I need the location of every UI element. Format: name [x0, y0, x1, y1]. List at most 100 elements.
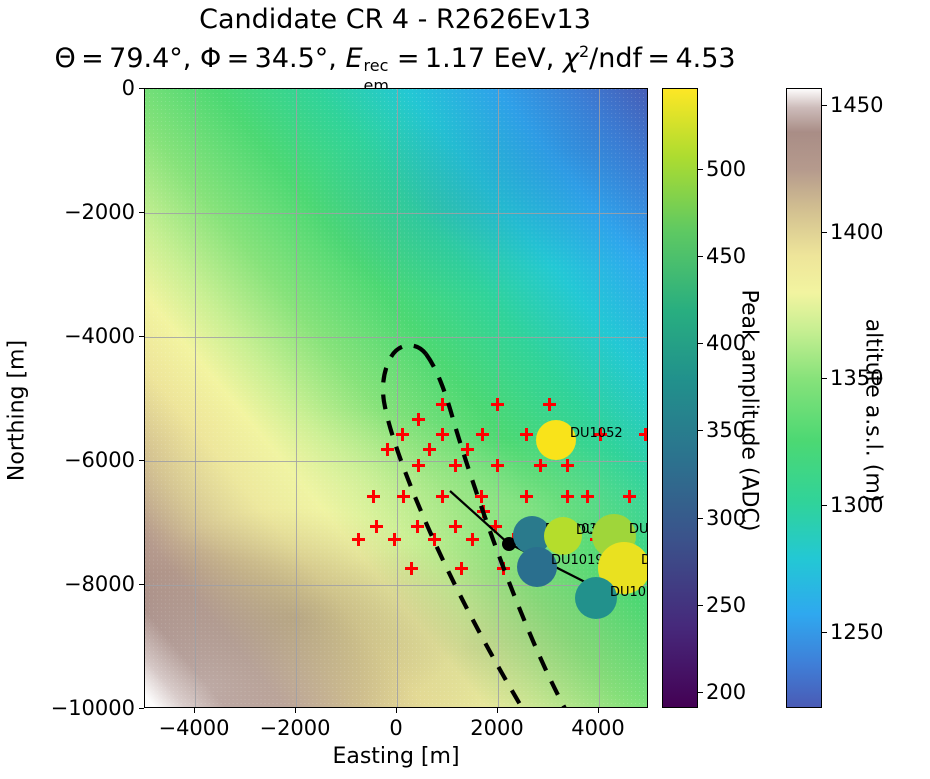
- cbtick-alt-1400: [822, 232, 827, 234]
- eq-4: =: [647, 43, 671, 74]
- cbtick-alt-1250: [822, 632, 827, 634]
- station-marker-du1074[interactable]: [544, 517, 582, 555]
- station-marker-du1011[interactable]: [575, 577, 617, 619]
- cherenkov-ellipse-dashed-2: [424, 352, 567, 707]
- yticklabel--2000: −2000: [63, 200, 135, 224]
- yticklabel-0: 0: [121, 76, 135, 100]
- ytick--4000: [139, 336, 144, 338]
- energy-symbol: E: [345, 43, 363, 74]
- phi-symbol: Φ: [199, 43, 222, 74]
- theta-value: 79.4: [109, 43, 170, 74]
- xticklabel--4000: −4000: [158, 716, 230, 740]
- ytick--8000: [139, 584, 144, 586]
- terrain-altitude-raster: [145, 89, 647, 707]
- cblabel-amp-450: 450: [706, 244, 747, 268]
- comma-1: ,: [182, 43, 192, 74]
- page-title: Candidate CR 4 - R2626Ev13: [199, 4, 591, 35]
- yticklabel--10000: −10000: [50, 696, 135, 720]
- cherenkov-ellipse-dashed: [380, 343, 525, 707]
- cblabel-amp-500: 500: [706, 157, 747, 181]
- gridline-y--2000: [145, 213, 647, 214]
- xticklabel-0: 0: [389, 716, 403, 740]
- core-arrow-group: [449, 490, 516, 551]
- x-axis-label: Easting [m]: [332, 744, 460, 769]
- cblabel-amp-300: 300: [706, 506, 747, 530]
- eq-1: =: [81, 43, 104, 74]
- chi-denominator: /ndf: [589, 43, 642, 74]
- colorbar-altitude-gradient: [787, 89, 821, 707]
- cblabel-amp-200: 200: [706, 680, 747, 704]
- xtick-2000: [497, 708, 499, 713]
- cbtick-alt-1350: [822, 378, 827, 380]
- station-label-du1019: DU1019: [551, 553, 604, 568]
- cbtick-amp-400: [698, 343, 703, 345]
- cbtick-alt-1300: [822, 505, 827, 507]
- station-label-du1052: DU1052: [570, 426, 623, 441]
- xtick-4000: [598, 708, 600, 713]
- gridline-x-4000: [599, 89, 600, 707]
- gridline-x-0: [397, 89, 398, 707]
- cblabel-amp-400: 400: [706, 331, 747, 355]
- cblabel-alt-1450: 1450: [830, 93, 884, 117]
- phi-value: 34.5: [254, 43, 315, 74]
- comma-3: ,: [545, 43, 555, 74]
- xtick-0: [396, 708, 398, 713]
- cbtick-amp-500: [698, 169, 703, 171]
- cblabel-alt-1300: 1300: [830, 493, 884, 517]
- yticklabel--6000: −6000: [63, 448, 135, 472]
- cblabel-amp-350: 350: [706, 418, 747, 442]
- colorbar-peak-amplitude[interactable]: [662, 88, 698, 708]
- chi-superscript: 2: [578, 42, 590, 61]
- cbtick-amp-200: [698, 692, 703, 694]
- eq-3: =: [396, 43, 420, 74]
- xtick--2000: [295, 708, 297, 713]
- yticklabel--8000: −8000: [63, 572, 135, 596]
- energy-superscript: rec: [363, 56, 389, 75]
- energy-value: 1.17: [424, 43, 486, 74]
- degree-2: °: [314, 43, 329, 74]
- theta-symbol: Θ: [54, 43, 76, 74]
- colorbar-altitude-title: altitute a.s.l. (m): [860, 318, 886, 503]
- colorbar-amplitude-gradient: [663, 89, 697, 707]
- xticklabel-2000: 2000: [470, 716, 524, 740]
- cblabel-alt-1350: 1350: [830, 366, 884, 390]
- cblabel-alt-1250: 1250: [830, 620, 884, 644]
- gridline-y--4000: [145, 337, 647, 338]
- gridline-y--8000: [145, 585, 647, 586]
- cblabel-alt-1400: 1400: [830, 220, 884, 244]
- degree-1: °: [169, 43, 183, 74]
- station-marker-du1019[interactable]: [517, 547, 557, 587]
- cbtick-amp-450: [698, 256, 703, 258]
- gridline-x--2000: [296, 89, 297, 707]
- cblabel-amp-250: 250: [706, 593, 747, 617]
- comma-2: ,: [328, 43, 337, 74]
- map-plot-area[interactable]: DU1052DU1003DU1074DU1086DU1019DU1020DU10…: [144, 88, 648, 708]
- ytick--10000: [139, 708, 144, 710]
- chi-symbol: χ: [562, 43, 579, 74]
- gridline-x--4000: [195, 89, 196, 707]
- station-label-du1011: DU1011: [610, 585, 647, 600]
- station-label-du1020: DU1020: [641, 553, 647, 568]
- ytick-0: [139, 88, 144, 90]
- cbtick-amp-350: [698, 430, 703, 432]
- cbtick-alt-1450: [822, 105, 827, 107]
- xticklabel-4000: 4000: [571, 716, 625, 740]
- energy-unit: EeV: [493, 43, 546, 74]
- xticklabel--2000: −2000: [259, 716, 331, 740]
- y-axis-label: Northing [m]: [4, 339, 30, 482]
- chi-value: 4.53: [675, 43, 736, 74]
- colorbar-altitude[interactable]: [786, 88, 822, 708]
- cbtick-amp-300: [698, 518, 703, 520]
- gridline-y--6000: [145, 461, 647, 462]
- yticklabel--4000: −4000: [63, 324, 135, 348]
- station-marker-du1052[interactable]: [536, 420, 576, 460]
- colorbar-amplitude-title: Peak amplitude (ADC): [736, 289, 762, 532]
- ytick--6000: [139, 460, 144, 462]
- station-label-du1086: DU1086: [629, 522, 648, 537]
- ytick--2000: [139, 212, 144, 214]
- eq-2: =: [226, 43, 250, 74]
- reconstruction-overlay: [380, 343, 586, 707]
- xtick--4000: [194, 708, 196, 713]
